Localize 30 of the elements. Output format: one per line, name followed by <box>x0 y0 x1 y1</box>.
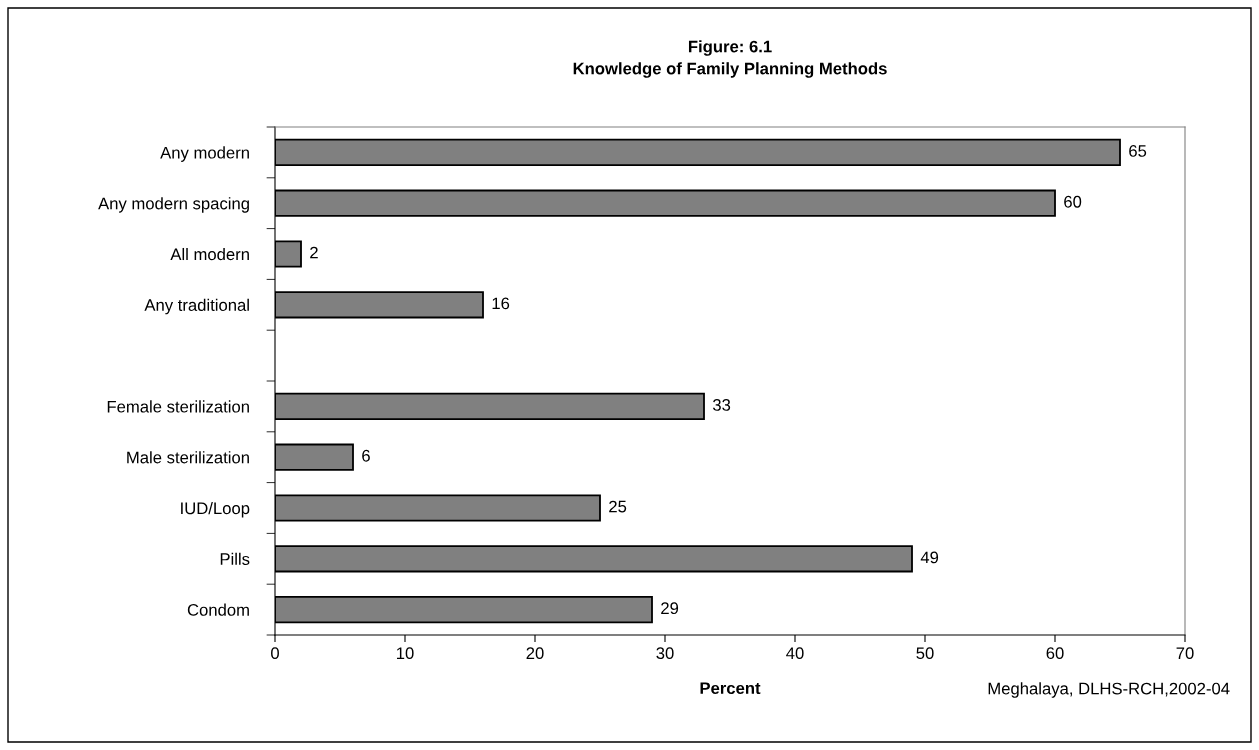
data-label: 29 <box>661 602 679 615</box>
data-label: 60 <box>1064 195 1082 208</box>
x-axis-title: Percent <box>700 682 761 695</box>
x-tick-label: 10 <box>397 647 414 660</box>
x-tick-label: 20 <box>526 647 544 660</box>
data-label: 2 <box>310 246 318 259</box>
data-label: 6 <box>362 449 370 462</box>
y-tick-label: All modern <box>170 247 249 261</box>
x-tick-label: 60 <box>1046 647 1064 660</box>
y-tick-label: Male sterilization <box>127 451 249 464</box>
x-tick-label: 0 <box>271 647 279 660</box>
x-tick-label: 40 <box>786 647 804 660</box>
x-tick-label: 70 <box>1176 647 1194 660</box>
x-tick-label: 30 <box>656 647 674 660</box>
data-label: 25 <box>609 500 627 513</box>
data-label: 65 <box>1129 145 1147 157</box>
data-label: 49 <box>920 551 939 564</box>
y-tick-label: Any traditional <box>144 298 249 315</box>
chart-subtitle: Knowledge of Family Planning Methods <box>573 62 887 78</box>
chart-title: Figure: 6.1 <box>688 40 772 56</box>
y-tick-label: Pills <box>220 552 250 565</box>
data-label: 16 <box>492 297 510 310</box>
y-tick-label: IUD/Loop <box>181 501 250 518</box>
y-tick-label: Any modern <box>160 146 249 162</box>
y-tick-label: Any modern spacing <box>98 197 249 213</box>
y-tick-label: Condom <box>187 603 249 616</box>
x-tick-label: 50 <box>916 647 934 660</box>
data-label: 33 <box>712 399 731 411</box>
y-tick-label: Female sterilization <box>107 400 249 413</box>
text: Meghalaya, DLHS-RCH,2002-04 <box>988 682 1230 698</box>
